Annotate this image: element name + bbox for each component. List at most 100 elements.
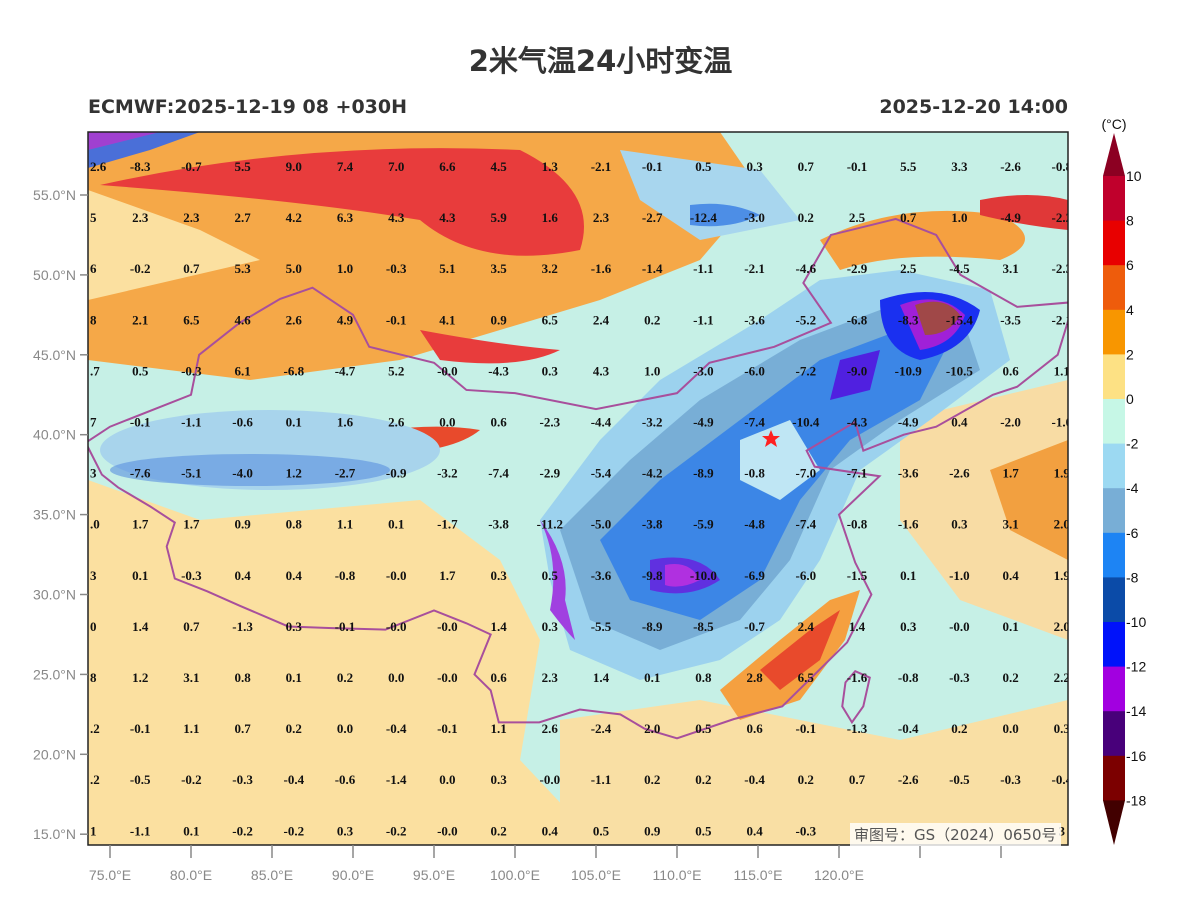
grid-value: -4.5 xyxy=(949,261,970,276)
grid-value: 3.1 xyxy=(183,670,199,685)
grid-value: -0.3 xyxy=(232,772,253,787)
grid-value: -1.4 xyxy=(386,772,407,787)
grid-value: 5.1 xyxy=(439,261,455,276)
grid-value: 0.2 xyxy=(695,772,711,787)
grid-value: 0.5 xyxy=(695,159,712,174)
grid-value: -1.6 xyxy=(591,261,612,276)
grid-value: 7.0 xyxy=(388,159,404,174)
grid-value: -0.0 xyxy=(437,670,458,685)
grid-value: -8.9 xyxy=(642,619,663,634)
grid-value: -12.4 xyxy=(690,210,718,225)
grid-value: 3 xyxy=(90,466,97,481)
grid-value: 4.6 xyxy=(234,312,251,327)
grid-value: 0.2 xyxy=(951,721,967,736)
grid-value: -4.4 xyxy=(591,415,612,430)
grid-value: 2.1 xyxy=(132,312,148,327)
grid-value: -8.3 xyxy=(130,159,151,174)
grid-value: -0.0 xyxy=(540,772,561,787)
colorbar-label: 6 xyxy=(1126,257,1134,273)
grid-value: 2.4 xyxy=(798,619,815,634)
lon-label: 95.0°E xyxy=(413,867,455,883)
grid-value: .7 xyxy=(90,363,100,378)
grid-value: 0.6 xyxy=(490,670,507,685)
grid-value: -0.2 xyxy=(232,823,253,838)
colorbar-swatch xyxy=(1103,309,1125,355)
grid-value: -0.1 xyxy=(796,721,817,736)
grid-value: 1.4 xyxy=(849,619,866,634)
grid-value: -2.1 xyxy=(1052,312,1073,327)
grid-value: -1.4 xyxy=(642,261,663,276)
grid-value: 0.8 xyxy=(286,517,303,532)
colorbar-swatch xyxy=(1103,755,1125,801)
grid-value: 0.7 xyxy=(900,210,917,225)
lat-label: 25.0°N xyxy=(33,666,76,682)
lat-label: 20.0°N xyxy=(33,746,76,762)
grid-value: 0.3 xyxy=(490,568,507,583)
grid-value: -0.7 xyxy=(744,619,765,634)
grid-value: -0.8 xyxy=(898,670,919,685)
grid-value: 0.9 xyxy=(234,517,251,532)
lat-label: 45.0°N xyxy=(33,347,76,363)
grid-value: 3.1 xyxy=(1002,517,1018,532)
grid-value: 0.6 xyxy=(490,415,507,430)
colorbar-swatch xyxy=(1103,532,1125,578)
colorbar-label: -4 xyxy=(1126,480,1139,496)
grid-value: 5.3 xyxy=(234,261,251,276)
grid-value: -6.8 xyxy=(284,363,305,378)
beijing-star-icon xyxy=(762,430,780,447)
colorbar-label: 10 xyxy=(1126,168,1142,184)
colorbar-swatch xyxy=(1103,354,1125,400)
colorbar-label: 0 xyxy=(1126,391,1134,407)
grid-value: 1.6 xyxy=(337,415,354,430)
grid-value: 2.0 xyxy=(1054,517,1070,532)
lat-label: 55.0°N xyxy=(33,187,76,203)
grid-value: -0.3 xyxy=(386,261,407,276)
grid-value-layer: 2.6 -8.3 -0.7 5.5 9.0 7.4 7.0 6.6 4.5 1.3 -2.1 -0.1… xyxy=(90,159,1073,838)
grid-value: -0.1 xyxy=(386,312,407,327)
colorbar-label: -2 xyxy=(1126,436,1139,452)
colorbar-swatch xyxy=(1103,443,1125,489)
grid-value: 0.3 xyxy=(746,159,763,174)
grid-value: -3.2 xyxy=(642,415,663,430)
grid-value: -3.0 xyxy=(744,210,765,225)
grid-value: -4.9 xyxy=(898,415,919,430)
grid-value: 0.2 xyxy=(644,772,660,787)
temperature-field xyxy=(88,132,1068,845)
grid-value: -1.0 xyxy=(949,568,970,583)
grid-value: -7.4 xyxy=(488,466,509,481)
grid-value: -0.2 xyxy=(284,823,305,838)
valid-time-label: 2025-12-20 14:00 xyxy=(879,96,1068,118)
grid-value: -0.4 xyxy=(386,721,407,736)
grid-value: 1.1 xyxy=(490,721,506,736)
colorbar-label: -14 xyxy=(1126,703,1146,719)
grid-value: 5.0 xyxy=(286,261,302,276)
grid-value: -2.1 xyxy=(744,261,765,276)
grid-value: -4.0 xyxy=(232,466,253,481)
grid-value: 0.0 xyxy=(337,721,353,736)
grid-value: -3.6 xyxy=(898,466,919,481)
grid-value: -0.4 xyxy=(284,772,305,787)
grid-value: -2.0 xyxy=(1000,415,1021,430)
grid-value: 4.2 xyxy=(286,210,302,225)
grid-value: 0.3 xyxy=(900,619,917,634)
colorbar-label: -12 xyxy=(1126,659,1146,675)
grid-value: -1.1 xyxy=(130,823,151,838)
grid-value: -0.4 xyxy=(1052,772,1073,787)
grid-value: 4.1 xyxy=(439,312,455,327)
colorbar-lower-arrow xyxy=(1103,800,1125,845)
grid-value: 0.6 xyxy=(1002,363,1019,378)
grid-value: 1.0 xyxy=(644,363,660,378)
grid-value: -0.8 xyxy=(744,466,765,481)
grid-value: 6.5 xyxy=(798,670,815,685)
grid-value: 0.7 xyxy=(234,721,251,736)
grid-value: -7.6 xyxy=(130,466,151,481)
grid-value: 0.1 xyxy=(644,670,660,685)
colorbar-label: 2 xyxy=(1126,346,1134,362)
lon-label: 115.0°E xyxy=(734,867,783,883)
lon-label: 80.0°E xyxy=(170,867,212,883)
colorbar-swatch xyxy=(1103,577,1125,623)
colorbar-swatch xyxy=(1103,176,1125,222)
grid-value: 2.3 xyxy=(542,670,559,685)
grid-value: 1.9 xyxy=(1054,568,1071,583)
grid-value: -6.0 xyxy=(796,568,817,583)
